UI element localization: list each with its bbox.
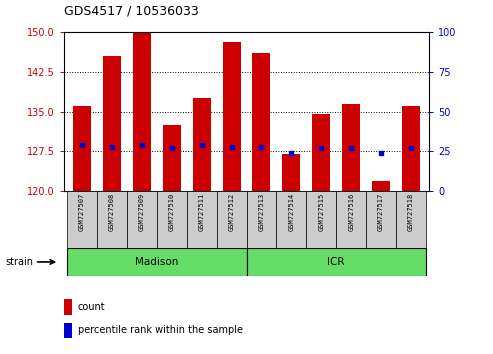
Bar — [246, 191, 277, 248]
Bar — [336, 191, 366, 248]
Text: GSM727511: GSM727511 — [199, 193, 205, 231]
Text: GSM727513: GSM727513 — [258, 193, 264, 231]
Text: GSM727514: GSM727514 — [288, 193, 294, 231]
Bar — [163, 125, 181, 191]
Bar — [67, 191, 97, 248]
Bar — [342, 103, 360, 191]
Text: strain: strain — [5, 257, 33, 267]
Bar — [67, 248, 246, 276]
Bar — [366, 191, 396, 248]
Text: count: count — [77, 302, 105, 312]
Bar — [127, 191, 157, 248]
Bar — [187, 191, 216, 248]
Text: GSM727510: GSM727510 — [169, 193, 175, 231]
Bar — [372, 181, 390, 191]
Bar — [277, 191, 306, 248]
Bar — [252, 53, 271, 191]
Bar — [97, 191, 127, 248]
Bar — [73, 106, 91, 191]
Text: GSM727517: GSM727517 — [378, 193, 384, 231]
Text: GSM727518: GSM727518 — [408, 193, 414, 231]
Bar — [222, 42, 241, 191]
Bar — [396, 191, 426, 248]
Bar — [282, 154, 300, 191]
Text: GSM727516: GSM727516 — [348, 193, 354, 231]
Bar — [133, 32, 151, 191]
Bar — [103, 56, 121, 191]
Text: GSM727507: GSM727507 — [79, 193, 85, 231]
Bar — [306, 191, 336, 248]
Text: Madison: Madison — [135, 257, 178, 267]
Text: GSM727515: GSM727515 — [318, 193, 324, 231]
Bar — [64, 322, 72, 338]
Bar — [246, 248, 426, 276]
Bar — [193, 98, 211, 191]
Text: GSM727508: GSM727508 — [109, 193, 115, 231]
Text: percentile rank within the sample: percentile rank within the sample — [77, 325, 243, 336]
Text: ICR: ICR — [327, 257, 345, 267]
Bar — [312, 114, 330, 191]
Text: GDS4517 / 10536033: GDS4517 / 10536033 — [64, 5, 199, 18]
Bar — [64, 299, 72, 315]
Bar — [402, 106, 420, 191]
Text: GSM727512: GSM727512 — [229, 193, 235, 231]
Bar — [216, 191, 246, 248]
Text: GSM727509: GSM727509 — [139, 193, 145, 231]
Bar — [157, 191, 187, 248]
